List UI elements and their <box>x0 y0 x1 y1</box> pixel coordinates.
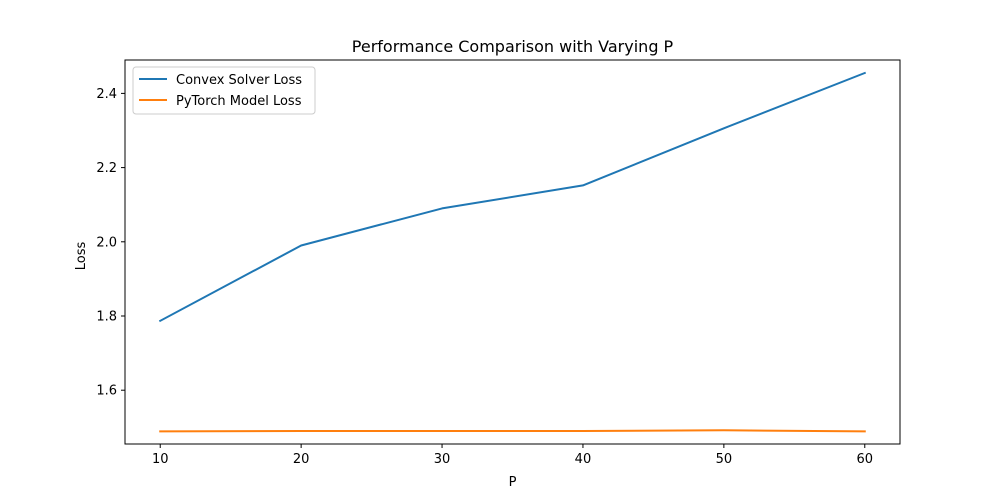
x-axis-label: P <box>509 475 517 490</box>
x-tick-label: 40 <box>575 452 592 467</box>
x-tick-label: 10 <box>152 452 169 467</box>
y-tick-label: 1.8 <box>96 310 117 325</box>
axes-frame <box>124 59 901 445</box>
chart-title: Performance Comparison with Varying P <box>352 37 674 56</box>
plot-area: 10 20 30 40 50 60 1.6 1.8 2.0 2.2 2.4 <box>96 59 901 467</box>
x-tick-label: 30 <box>434 452 451 467</box>
y-tick-label: 2.0 <box>96 235 117 250</box>
legend-label-2: PyTorch Model Loss <box>176 94 302 109</box>
legend-box <box>132 66 316 115</box>
y-axis-label: Loss <box>74 242 89 271</box>
y-tick-label: 1.6 <box>96 384 117 399</box>
legend-label-1: Convex Solver Loss <box>176 73 302 88</box>
x-tick-label: 60 <box>856 452 873 467</box>
x-tick-label: 20 <box>293 452 310 467</box>
y-tick-label: 2.2 <box>96 161 117 176</box>
x-tick-label: 50 <box>716 452 733 467</box>
series-line-2 <box>159 429 866 433</box>
series-line-1 <box>158 71 867 323</box>
legend: Convex Solver Loss PyTorch Model Loss <box>132 66 316 115</box>
y-tick-label: 2.4 <box>96 87 117 102</box>
